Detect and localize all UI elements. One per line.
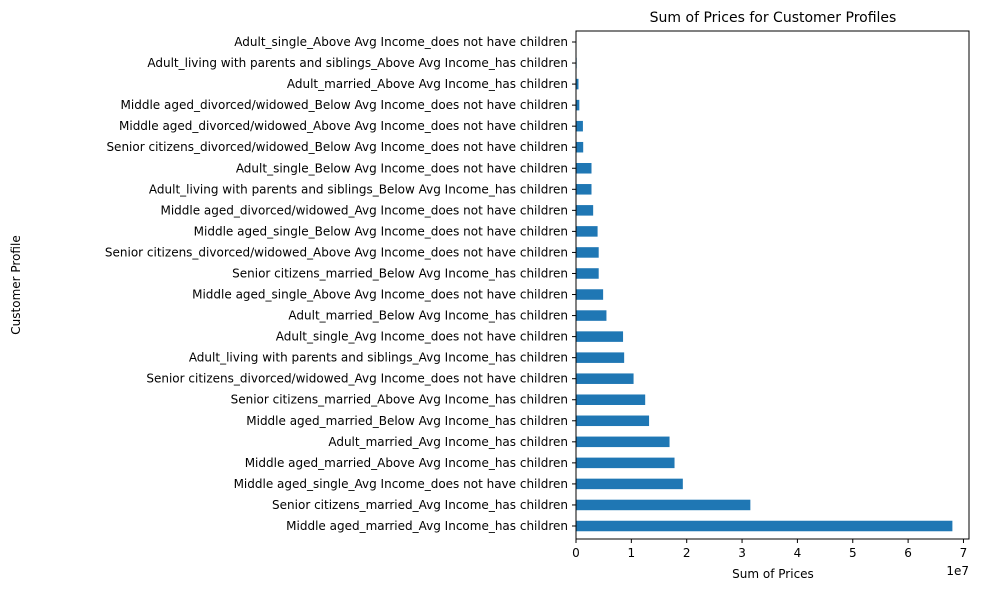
bar — [576, 310, 607, 321]
y-tick-label: Middle aged_married_Avg Income_has child… — [286, 519, 568, 533]
chart-title: Sum of Prices for Customer Profiles — [650, 10, 897, 26]
y-tick-label: Middle aged_single_Avg Income_does not h… — [234, 477, 568, 491]
bar — [576, 247, 599, 258]
bar — [576, 141, 584, 153]
bar — [576, 436, 670, 448]
y-tick-label: Middle aged_single_Above Avg Income_does… — [192, 288, 568, 302]
x-tick-label: 4 — [794, 546, 802, 560]
bar — [576, 499, 751, 511]
y-tick-label: Middle aged_married_Above Avg Income_has… — [245, 456, 568, 470]
y-tick-label: Middle aged_married_Below Avg Income_has… — [246, 414, 568, 428]
y-tick-label: Senior citizens_divorced/widowed_Avg Inc… — [146, 372, 568, 386]
bar — [576, 478, 683, 490]
x-tick-label: 3 — [738, 546, 746, 560]
x-tick-label: 6 — [904, 546, 912, 560]
y-tick-label: Adult_single_Avg Income_does not have ch… — [276, 330, 568, 344]
x-tick-label: 5 — [849, 546, 857, 560]
bar — [576, 520, 953, 532]
y-tick-label: Middle aged_divorced/widowed_Below Avg I… — [121, 98, 568, 112]
bar — [576, 205, 594, 216]
x-tick-label: 2 — [683, 546, 691, 560]
plot-frame — [575, 30, 970, 540]
bar — [576, 184, 592, 195]
bar — [576, 415, 650, 427]
y-tick-label: Senior citizens_married_Above Avg Income… — [231, 393, 568, 407]
y-tick-label: Adult_single_Below Avg Income_does not h… — [236, 161, 568, 175]
y-tick-label: Adult_living with parents and siblings_A… — [189, 351, 568, 365]
y-tick-label: Middle aged_single_Below Avg Income_does… — [194, 224, 568, 238]
y-tick-label: Senior citizens_divorced/widowed_Above A… — [105, 245, 568, 259]
y-tick-label: Middle aged_divorced/widowed_Above Avg I… — [119, 119, 568, 133]
y-tick-label: Middle aged_divorced/widowed_Avg Income_… — [160, 203, 568, 217]
bar — [576, 226, 598, 237]
x-tick-label: 1 — [628, 546, 636, 560]
bar — [576, 78, 579, 90]
y-tick-label: Senior citizens_divorced/widowed_Below A… — [106, 140, 568, 154]
y-tick-label: Adult_married_Below Avg Income_has child… — [288, 309, 568, 323]
y-tick-label: Senior citizens_married_Avg Income_has c… — [272, 498, 568, 512]
y-axis-title: Customer Profile — [9, 235, 23, 334]
y-tick-label: Adult_single_Above Avg Income_does not h… — [234, 35, 568, 49]
x-axis-title: Sum of Prices — [732, 567, 814, 581]
bar — [576, 163, 592, 174]
y-tick-label: Adult_married_Above Avg Income_has child… — [287, 77, 568, 91]
x-tick-label: 0 — [572, 546, 580, 560]
x-axis-scale-label: 1e7 — [946, 564, 969, 578]
bar — [576, 120, 583, 132]
y-tick-label: Adult_living with parents and siblings_B… — [149, 182, 568, 196]
y-tick-label: Senior citizens_married_Below Avg Income… — [232, 266, 568, 280]
bar — [576, 331, 624, 342]
bar — [576, 394, 646, 405]
bar — [576, 99, 580, 111]
y-tick-layer: Middle aged_married_Avg Income_has child… — [105, 35, 576, 533]
x-tick-label: 7 — [960, 546, 968, 560]
bar — [576, 457, 675, 469]
x-tick-layer: 0 1 2 3 4 5 6 7 — [572, 539, 967, 560]
bar — [576, 268, 599, 279]
bar — [576, 373, 634, 384]
bar — [576, 289, 604, 300]
y-tick-label: Adult_living with parents and siblings_A… — [147, 56, 568, 70]
y-tick-label: Adult_married_Avg Income_has children — [328, 435, 568, 449]
bars-layer — [576, 36, 953, 532]
bar — [576, 352, 625, 363]
